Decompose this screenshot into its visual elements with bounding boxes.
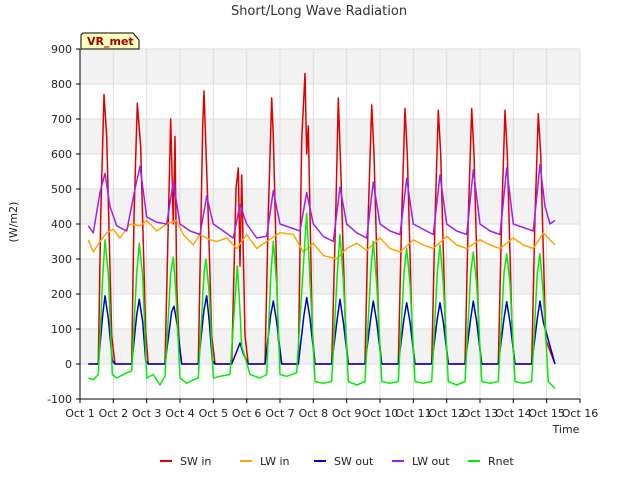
legend-label: LW in xyxy=(260,455,290,468)
x-axis-title: Time xyxy=(552,423,580,436)
legend-label: LW out xyxy=(412,455,450,468)
series-layer xyxy=(87,72,556,390)
y-tick-label: 100 xyxy=(51,323,72,336)
y-tick-label: 900 xyxy=(51,43,72,56)
badge-box xyxy=(80,32,140,50)
x-tick-label: Oct 15 xyxy=(528,407,565,420)
background-band xyxy=(80,294,580,329)
background-band xyxy=(80,154,580,189)
y-tick-label: 800 xyxy=(51,78,72,91)
x-tick-label: Oct 5 xyxy=(199,407,229,420)
series-line-lw-in xyxy=(87,219,556,260)
x-tick-label: Oct 11 xyxy=(395,407,432,420)
background-band xyxy=(80,329,580,364)
series-line-rnet xyxy=(88,212,556,390)
x-tick-label: Oct 3 xyxy=(132,407,162,420)
y-tick-label: 500 xyxy=(51,183,72,196)
y-tick-label: 700 xyxy=(51,113,72,126)
x-tick-label: Oct 9 xyxy=(332,407,362,420)
series-line-sw-out xyxy=(88,295,556,365)
legend-label: Rnet xyxy=(488,455,514,468)
legend-label: SW out xyxy=(334,455,374,468)
x-tick-label: Oct 14 xyxy=(495,407,532,420)
station-badge: VR_met xyxy=(80,32,140,50)
x-tick-label: Oct 7 xyxy=(265,407,295,420)
background-band xyxy=(80,49,580,84)
x-tick-label: Oct 16 xyxy=(562,407,599,420)
x-tick-label: Oct 1 xyxy=(65,407,95,420)
legend-label: SW in xyxy=(180,455,211,468)
x-tick-label: Oct 13 xyxy=(462,407,499,420)
x-tick-label: Oct 6 xyxy=(232,407,262,420)
background-band xyxy=(80,119,580,154)
legend: SW in LW in SW out LW out Rnet xyxy=(160,455,514,468)
y-tick-labels: -100 0 100 200 300 400 500 600 700 800 900 xyxy=(47,43,80,406)
y-tick-label: 0 xyxy=(65,358,72,371)
x-tick-label: Oct 4 xyxy=(165,407,195,420)
y-tick-label: 200 xyxy=(51,288,72,301)
x-tick-labels: Oct 1 Oct 2 Oct 3 Oct 4 Oct 5 Oct 6 Oct 7 Oct 8… xyxy=(65,399,598,420)
y-tick-label: 400 xyxy=(51,218,72,231)
x-tick-label: Oct 8 xyxy=(299,407,329,420)
x-tick-label: Oct 10 xyxy=(362,407,399,420)
x-tick-label: Oct 2 xyxy=(99,407,129,420)
background-band xyxy=(80,189,580,224)
x-tick-label: Oct 12 xyxy=(428,407,465,420)
background-band xyxy=(80,259,580,294)
y-tick-label: -100 xyxy=(47,393,72,406)
y-tick-label: 300 xyxy=(51,253,72,266)
plot-background xyxy=(80,49,580,399)
badge-label: VR_met xyxy=(87,35,134,48)
background-band xyxy=(80,84,580,119)
chart-title: Short/Long Wave Radiation xyxy=(231,4,407,19)
y-axis-title: (W/m2) xyxy=(7,202,20,243)
y-tick-label: 600 xyxy=(51,148,72,161)
background-band xyxy=(80,224,580,259)
series-line-lw-out xyxy=(87,163,556,243)
